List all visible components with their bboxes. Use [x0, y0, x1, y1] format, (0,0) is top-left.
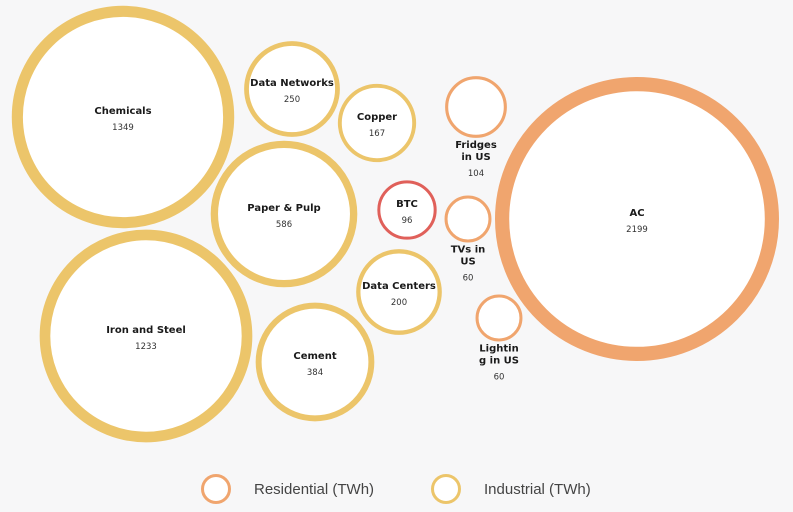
bubble-circle-chemicals [11, 5, 235, 229]
bubble-ac: AC 2199 [495, 77, 779, 361]
bubble-label-data-centers: Data Centers [362, 281, 436, 292]
bubble-value-paper-pulp: 586 [276, 220, 292, 230]
bubble-circle-data-networks [244, 41, 340, 137]
bubble-value-iron-and-steel: 1233 [135, 342, 157, 352]
bubble-label-copper: Copper [357, 112, 397, 123]
bubble-value-data-centers: 200 [391, 298, 407, 308]
bubble-value-copper: 167 [369, 129, 385, 139]
bubble-circle-lighting-in-us [475, 294, 523, 342]
legend-swatch-industrial [431, 474, 461, 504]
bubble-value-lighting-in-us: 60 [494, 372, 505, 382]
bubble-btc: BTC 96 [377, 180, 437, 240]
bubble-tvs-in-us: TVs in US 60 [444, 195, 492, 283]
bubble-circle-ac [495, 77, 779, 361]
legend-label-industrial: Industrial (TWh) [484, 480, 591, 498]
bubble-label-chemicals: Chemicals [94, 106, 151, 117]
legend-label-residential: Residential (TWh) [254, 480, 375, 498]
bubble-circle-tvs-in-us [444, 195, 492, 243]
bubble-circle-btc [377, 180, 437, 240]
bubble-value-cement: 384 [307, 368, 323, 378]
bubble-label-ac: AC [629, 208, 644, 219]
bubble-label-paper-pulp: Paper & Pulp [247, 203, 320, 214]
bubble-value-fridges-in-us: 104 [468, 169, 484, 179]
bubble-chemicals: Chemicals 1349 [11, 5, 235, 229]
legend-swatch-residential [201, 474, 231, 504]
bubble-label-lighting-in-us: Lightin g in US [479, 343, 519, 366]
bubble-circle-cement [255, 302, 375, 422]
legend-item-residential: Residential (TWh) [201, 469, 374, 509]
bubble-data-centers: Data Centers 200 [356, 249, 442, 335]
bubble-circle-data-centers [356, 249, 442, 335]
bubble-value-tvs-in-us: 60 [463, 273, 474, 283]
bubble-value-chemicals: 1349 [112, 123, 134, 133]
bubble-circle-iron-and-steel [39, 229, 253, 443]
bubble-cement: Cement 384 [255, 302, 375, 422]
bubble-label-fridges-in-us: Fridges in US [455, 140, 497, 163]
bubble-data-networks: Data Networks 250 [244, 41, 340, 137]
bubble-paper-pulp: Paper & Pulp 586 [210, 140, 358, 288]
bubble-value-ac: 2199 [626, 225, 648, 235]
bubble-label-tvs-in-us: TVs in US [451, 244, 486, 267]
bubble-copper: Copper 167 [337, 83, 417, 163]
bubble-fridges-in-us: Fridges in US 104 [445, 76, 507, 179]
bubble-circle-copper [337, 83, 417, 163]
bubble-iron-and-steel: Iron and Steel 1233 [39, 229, 253, 443]
bubble-label-btc: BTC [396, 199, 418, 210]
bubble-value-btc: 96 [402, 216, 413, 226]
legend: Residential (TWh) Industrial (TWh) [0, 469, 793, 509]
bubble-lighting-in-us: Lightin g in US 60 [475, 294, 523, 382]
bubble-value-data-networks: 250 [284, 95, 300, 105]
bubble-chart-svg: Chemicals 1349 Iron and Steel 1233 Paper & P… [11, 5, 779, 443]
bubble-circle-fridges-in-us [445, 76, 507, 138]
bubble-label-cement: Cement [293, 351, 336, 362]
bubble-label-iron-and-steel: Iron and Steel [106, 325, 186, 336]
bubble-circle-paper-pulp [210, 140, 358, 288]
bubble-label-data-networks: Data Networks [250, 78, 334, 89]
legend-item-industrial: Industrial (TWh) [431, 469, 591, 509]
